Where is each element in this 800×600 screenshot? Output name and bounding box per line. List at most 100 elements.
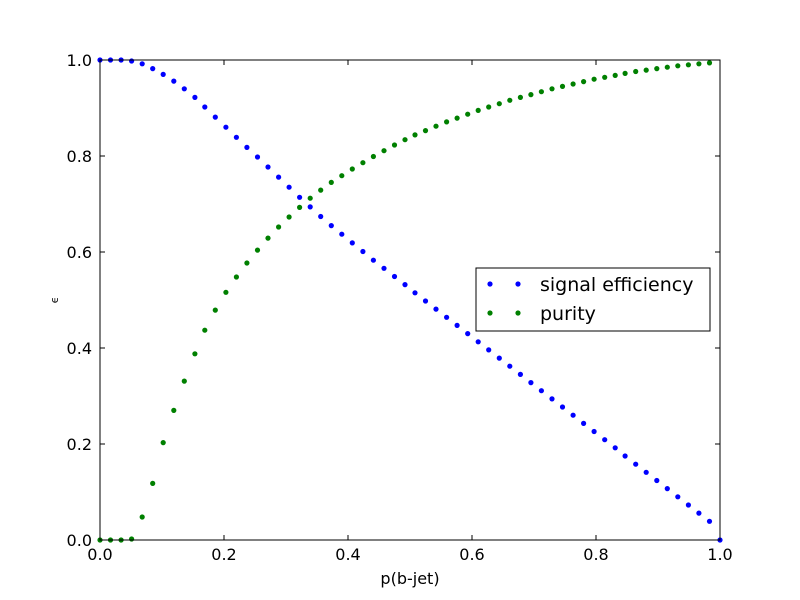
data-point: [496, 101, 502, 107]
data-point: [297, 194, 303, 200]
data-point: [528, 380, 534, 386]
data-point: [360, 160, 366, 166]
data-point: [538, 89, 545, 95]
data-point: [328, 179, 334, 185]
data-point: [538, 388, 545, 394]
data-point: [444, 119, 450, 125]
data-point: [622, 70, 628, 76]
data-point: [129, 536, 135, 542]
y-tick-label: 1.0: [67, 51, 92, 70]
data-point: [517, 371, 524, 377]
x-tick-label: 0.4: [335, 545, 360, 564]
data-point: [349, 240, 355, 246]
x-tick-label: 0.2: [211, 545, 236, 564]
data-point: [612, 445, 618, 451]
legend-marker: [487, 310, 493, 316]
data-point: [444, 314, 450, 320]
data-point: [391, 142, 398, 148]
data-point: [549, 86, 555, 92]
data-point: [422, 298, 429, 304]
data-point: [233, 274, 239, 280]
data-point: [181, 378, 187, 384]
data-point: [570, 412, 576, 418]
data-point: [244, 260, 250, 266]
data-point: [549, 396, 555, 402]
data-point: [591, 428, 597, 435]
data-point: [633, 461, 639, 467]
legend-box: [475, 267, 711, 332]
data-point: [581, 79, 587, 85]
data-point: [402, 282, 408, 288]
data-point: [507, 363, 513, 369]
data-point: [192, 351, 198, 357]
data-point: [465, 331, 471, 337]
data-point: [433, 306, 439, 312]
data-point: [654, 66, 660, 72]
data-point: [422, 128, 429, 134]
data-point: [254, 247, 261, 253]
y-tick-label: 0.0: [67, 531, 92, 550]
data-point: [171, 78, 177, 84]
data-point: [339, 231, 345, 237]
data-point: [307, 204, 313, 210]
data-point: [192, 94, 198, 100]
data-point: [664, 486, 670, 492]
data-point: [139, 514, 145, 520]
data-point: [171, 407, 177, 413]
data-point: [433, 123, 439, 129]
data-point: [286, 184, 292, 190]
data-point: [254, 154, 261, 160]
data-point: [318, 213, 324, 220]
legend-label: signal efficiency: [540, 274, 693, 296]
y-tick-label: 0.8: [67, 147, 92, 166]
data-point: [276, 174, 282, 180]
y-tick-label: 0.4: [67, 339, 92, 358]
data-point: [696, 61, 702, 67]
data-point: [602, 437, 608, 443]
data-point: [276, 224, 282, 230]
data-point: [643, 469, 649, 475]
data-point: [160, 71, 166, 77]
data-point: [412, 290, 418, 296]
data-point: [212, 114, 218, 120]
data-point: [233, 134, 239, 140]
data-point: [286, 214, 292, 220]
data-point: [391, 273, 398, 280]
data-point: [612, 72, 618, 78]
data-point: [486, 347, 492, 353]
data-point: [622, 453, 628, 459]
series-0: [97, 57, 723, 543]
data-point: [402, 137, 408, 143]
legend-marker: [487, 281, 493, 287]
data-point: [517, 94, 524, 100]
data-point: [675, 63, 681, 69]
data-point: [654, 477, 660, 484]
data-point: [139, 61, 145, 67]
data-point: [685, 502, 692, 508]
data-point: [381, 148, 387, 154]
data-point: [160, 440, 166, 446]
data-point: [675, 494, 681, 500]
x-tick-label: 1.0: [707, 545, 732, 564]
data-point: [581, 420, 587, 426]
series-1: [97, 60, 713, 543]
y-tick-label: 0.2: [67, 435, 92, 454]
data-point: [696, 510, 702, 516]
data-point: [475, 339, 481, 345]
data-point: [181, 86, 187, 92]
data-point: [150, 480, 156, 486]
data-point: [381, 265, 387, 271]
data-point: [202, 327, 208, 333]
data-point: [370, 257, 376, 263]
data-point: [507, 97, 513, 103]
data-point: [318, 187, 324, 193]
data-point: [370, 153, 376, 160]
x-tick-label: 0.8: [583, 545, 608, 564]
data-point: [559, 404, 566, 410]
x-tick-label: 0.0: [87, 545, 112, 564]
data-point: [129, 58, 135, 64]
legend-marker: [515, 310, 521, 316]
data-point: [297, 204, 303, 210]
data-point: [591, 76, 597, 82]
data-point: [633, 68, 639, 75]
